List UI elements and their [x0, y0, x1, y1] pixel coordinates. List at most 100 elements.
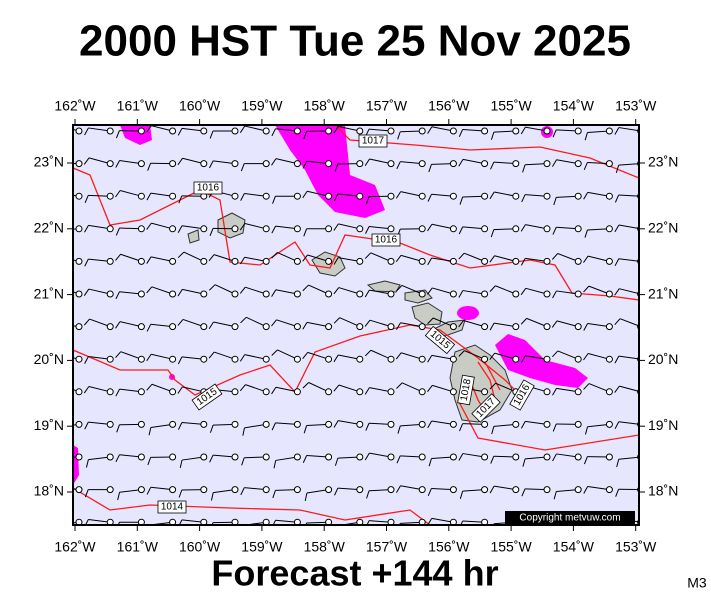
- barb-staff: [213, 254, 236, 262]
- barb-staff: [587, 130, 610, 134]
- barb-feather: [146, 487, 152, 495]
- barb-feather: [84, 258, 89, 267]
- barb-staff: [619, 288, 639, 295]
- barb-feather: [396, 285, 403, 292]
- barb-feather: [146, 383, 153, 391]
- barb-feather: [520, 224, 526, 232]
- barb-feather: [117, 522, 120, 525]
- barb-staff: [369, 319, 392, 328]
- barb-feather: [177, 319, 184, 326]
- map-area: [73, 125, 639, 525]
- barb-feather: [83, 157, 90, 165]
- barb-feather: [239, 354, 246, 362]
- barb-feather: [116, 424, 120, 433]
- barb-station: [231, 518, 239, 525]
- barb-staff: [432, 384, 454, 393]
- barb-feather: [614, 318, 621, 326]
- barb-station: [481, 453, 489, 461]
- barb-station: [325, 127, 333, 135]
- barb-feather: [271, 289, 277, 297]
- barb-staff: [150, 323, 173, 328]
- barb-station: [200, 127, 208, 135]
- barb-feather: [146, 222, 152, 230]
- barb-staff: [618, 163, 639, 166]
- barb-feather: [333, 384, 340, 392]
- barb-staff: [401, 382, 423, 393]
- barb-station: [137, 355, 145, 363]
- barb-staff: [339, 317, 361, 328]
- barb-station: [293, 420, 301, 428]
- barb-station: [543, 420, 551, 428]
- barb-station: [137, 420, 145, 428]
- barb-station: [325, 290, 333, 298]
- lon-label: 157˚W: [366, 539, 408, 555]
- barb-staff: [306, 454, 329, 458]
- barb-station: [387, 453, 395, 461]
- barb-feather: [83, 386, 90, 394]
- barb-staff: [151, 125, 173, 132]
- barb-staff: [462, 453, 485, 458]
- barb-feather: [396, 455, 401, 464]
- barb-staff: [587, 191, 610, 197]
- barb-feather: [115, 253, 121, 261]
- barb-staff: [462, 489, 485, 492]
- barb-station: [449, 160, 457, 168]
- barb-station: [449, 192, 457, 200]
- lon-label: 153˚W: [615, 539, 657, 555]
- barb-feather: [427, 488, 432, 496]
- barb-feather: [209, 130, 214, 139]
- barb-station: [543, 257, 551, 265]
- barb-staff: [431, 193, 454, 197]
- isobar-label-box: [509, 379, 535, 411]
- barb-feather: [491, 426, 495, 435]
- lon-label: 161˚W: [117, 98, 159, 114]
- barb-staff: [556, 453, 579, 458]
- barb-staff: [401, 352, 423, 360]
- barb-feather: [614, 127, 620, 135]
- barb-feather: [490, 131, 495, 140]
- barb-staff: [182, 288, 204, 295]
- barb-station: [262, 225, 270, 233]
- barb-station: [481, 225, 489, 233]
- barb-station: [387, 127, 395, 135]
- barb-station: [169, 388, 177, 396]
- lat-label: 22˚N: [34, 220, 64, 236]
- copyright-box: [505, 511, 635, 525]
- barb-station: [137, 290, 145, 298]
- barb-staff: [431, 456, 454, 460]
- barb-staff: [557, 350, 579, 360]
- barb-feather: [302, 161, 308, 169]
- barb-station: [543, 127, 551, 135]
- barb-feather: [489, 191, 495, 200]
- barb-staff: [525, 355, 548, 360]
- barb-feather: [458, 226, 464, 235]
- barb-staff: [73, 291, 80, 295]
- barb-feather: [147, 163, 152, 171]
- barb-station: [325, 323, 333, 331]
- barb-station: [293, 192, 301, 200]
- barb-staff: [338, 420, 360, 425]
- barb-feather: [333, 223, 339, 231]
- barb-staff: [400, 254, 423, 262]
- barb-staff: [212, 423, 236, 426]
- barb-station: [200, 257, 208, 265]
- barb-station: [231, 453, 239, 461]
- barb-feather: [458, 320, 464, 328]
- isobar-value: 1014: [161, 502, 184, 513]
- barb-station: [356, 453, 364, 461]
- isobar-label-box: [191, 383, 223, 411]
- barb-feather: [273, 460, 277, 469]
- barb-feather: [239, 256, 246, 265]
- barb-feather: [490, 229, 495, 238]
- barb-staff: [181, 127, 204, 132]
- barb-station: [106, 225, 114, 233]
- barb-station: [137, 453, 145, 461]
- barb-staff: [618, 127, 639, 132]
- barb-feather: [271, 422, 276, 431]
- barb-staff: [462, 128, 485, 132]
- barb-staff: [494, 191, 516, 197]
- barb-staff: [150, 192, 173, 197]
- barb-feather: [427, 420, 433, 429]
- lat-label: 20˚N: [34, 351, 64, 367]
- barb-station: [543, 486, 551, 494]
